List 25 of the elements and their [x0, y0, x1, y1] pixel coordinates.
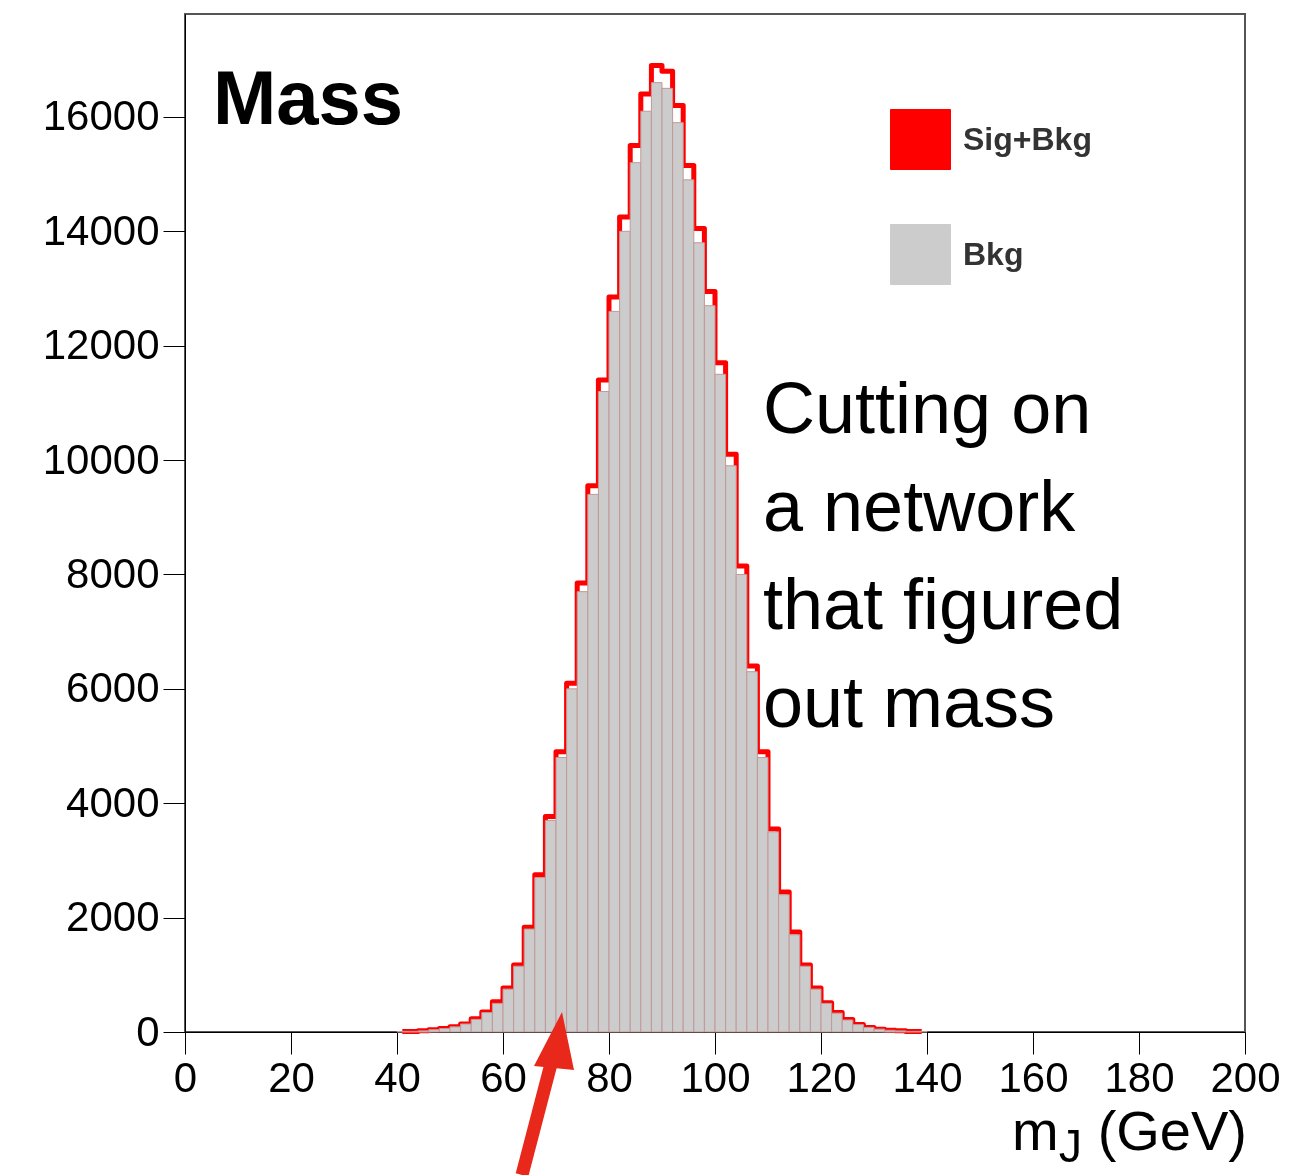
x-tick-label: 160: [998, 1053, 1069, 1101]
y-tick-label: 8000: [66, 549, 160, 597]
y-tick-label: 10000: [42, 435, 160, 483]
x-tick-label: 140: [892, 1053, 963, 1101]
y-tick-label: 0: [136, 1007, 160, 1055]
y-tick-label: 6000: [66, 664, 160, 712]
x-tick-label: 200: [1210, 1053, 1281, 1101]
y-tick-label: 2000: [66, 893, 160, 941]
x-tick-label: 100: [680, 1053, 751, 1101]
text: Mass: [213, 55, 404, 140]
y-tick-label: 12000: [42, 321, 160, 369]
x-axis-title: m$_{J}$ (GeV): [1012, 1099, 1247, 1173]
x-tick-label: 60: [480, 1053, 527, 1101]
y-tick-label: 16000: [42, 92, 160, 140]
x-tick-label: 180: [1104, 1053, 1175, 1101]
x-tick-label: 80: [586, 1053, 633, 1101]
x-tick-label: 40: [374, 1053, 421, 1101]
y-tick-label: 4000: [66, 778, 160, 826]
legend-label: Bkg: [963, 235, 1024, 272]
annotation: Cutting on a network that figured out mass: [763, 368, 1124, 742]
y-tick-label: 14000: [42, 206, 160, 254]
x-tick-label: 20: [268, 1053, 315, 1101]
x-tick-label: 0: [173, 1053, 198, 1101]
legend-label: Sig+Bkg: [963, 120, 1092, 157]
x-tick-label: 120: [786, 1053, 857, 1101]
